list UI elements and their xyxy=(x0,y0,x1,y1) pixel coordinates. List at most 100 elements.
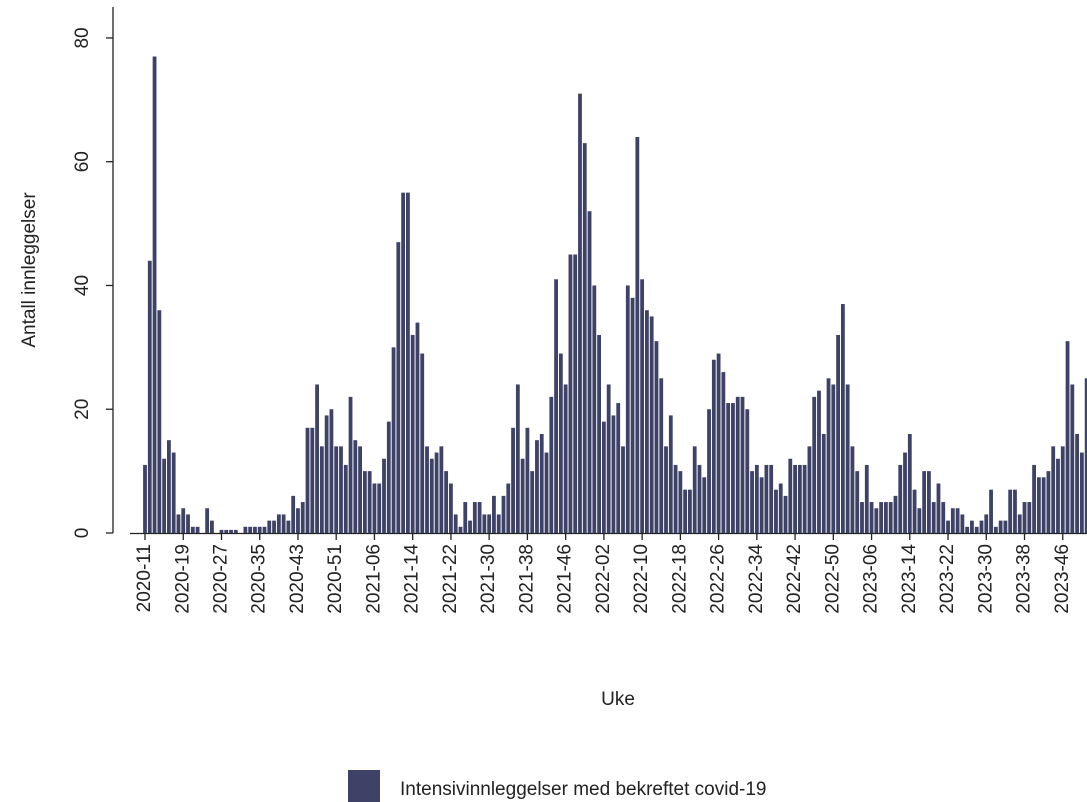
x-tick-label: 2022-02 xyxy=(593,544,614,614)
bar xyxy=(506,483,511,533)
bar xyxy=(912,489,917,533)
bar xyxy=(578,93,582,534)
bar xyxy=(797,464,802,533)
bar xyxy=(224,529,229,533)
bar xyxy=(1027,502,1032,533)
x-tick-label: 2023-46 xyxy=(1052,544,1073,614)
bar xyxy=(429,458,434,533)
bar xyxy=(817,390,821,533)
bar xyxy=(927,471,931,533)
bar xyxy=(769,464,774,533)
bar xyxy=(726,403,731,533)
bar xyxy=(382,458,386,533)
bar xyxy=(487,514,492,533)
x-tick-label: 2021-30 xyxy=(478,544,499,614)
bar xyxy=(998,520,1003,533)
bar xyxy=(659,378,664,533)
bar xyxy=(496,514,501,533)
bar xyxy=(970,520,974,533)
bar xyxy=(989,489,993,533)
bar xyxy=(898,464,903,533)
bar xyxy=(243,526,248,533)
bar xyxy=(444,471,449,533)
bar xyxy=(162,458,167,533)
bar xyxy=(558,353,563,533)
bar xyxy=(950,508,955,533)
bar xyxy=(721,372,726,533)
bar xyxy=(286,520,291,533)
bar xyxy=(267,520,272,533)
bar xyxy=(248,526,253,533)
bar xyxy=(353,440,358,533)
bar xyxy=(683,489,688,533)
bar xyxy=(831,384,836,533)
bar xyxy=(750,471,754,533)
bar xyxy=(367,471,372,533)
bar xyxy=(754,464,759,533)
bar xyxy=(501,495,506,533)
x-tick-label: 2020-43 xyxy=(287,544,308,614)
bar xyxy=(181,508,186,533)
bar xyxy=(678,471,683,533)
bar xyxy=(984,514,989,533)
x-tick-label: 2023-14 xyxy=(899,544,920,614)
bar xyxy=(377,483,382,533)
bar xyxy=(415,322,420,533)
bar xyxy=(319,446,324,533)
bar xyxy=(563,384,568,533)
bar xyxy=(1022,502,1027,533)
x-tick-label: 2020-35 xyxy=(249,544,270,614)
bar xyxy=(296,508,300,533)
bar xyxy=(195,526,200,533)
bar xyxy=(974,526,979,533)
x-tick-label: 2021-14 xyxy=(402,544,423,614)
bar xyxy=(401,192,406,533)
bar xyxy=(649,316,654,533)
bar xyxy=(458,526,463,533)
bar xyxy=(907,433,912,533)
bar xyxy=(477,502,482,533)
bar xyxy=(339,446,343,533)
bar xyxy=(186,514,190,533)
bar xyxy=(568,254,573,533)
bar xyxy=(167,440,171,533)
bar xyxy=(525,427,530,533)
bar xyxy=(334,446,339,533)
bar xyxy=(645,310,649,533)
x-tick-label: 2023-38 xyxy=(1014,544,1035,614)
bar xyxy=(731,403,735,533)
bar xyxy=(668,415,673,533)
bar xyxy=(233,529,238,533)
bar xyxy=(310,427,315,533)
bar xyxy=(606,384,611,533)
bar xyxy=(176,514,181,533)
bar xyxy=(143,464,147,533)
x-tick-label: 2022-34 xyxy=(746,544,767,614)
bar xyxy=(515,384,520,533)
bar xyxy=(946,520,950,533)
bar xyxy=(425,446,429,533)
bar xyxy=(850,446,855,533)
bar xyxy=(324,415,329,533)
bar xyxy=(472,502,477,533)
bar xyxy=(893,495,898,533)
y-tick-label: 40 xyxy=(72,275,93,296)
bar xyxy=(449,483,453,533)
bar xyxy=(774,489,778,533)
bar xyxy=(764,464,769,533)
bar xyxy=(688,489,692,533)
bar xyxy=(993,526,998,533)
bar xyxy=(1046,471,1051,533)
bar xyxy=(315,384,319,533)
bar xyxy=(1065,341,1070,533)
bar xyxy=(171,452,176,533)
bar xyxy=(864,464,869,533)
bar xyxy=(434,452,439,533)
bar xyxy=(281,514,286,533)
bar xyxy=(147,260,152,533)
bar xyxy=(855,471,860,533)
bar xyxy=(1017,514,1022,533)
bar xyxy=(931,502,936,533)
bar xyxy=(362,471,367,533)
